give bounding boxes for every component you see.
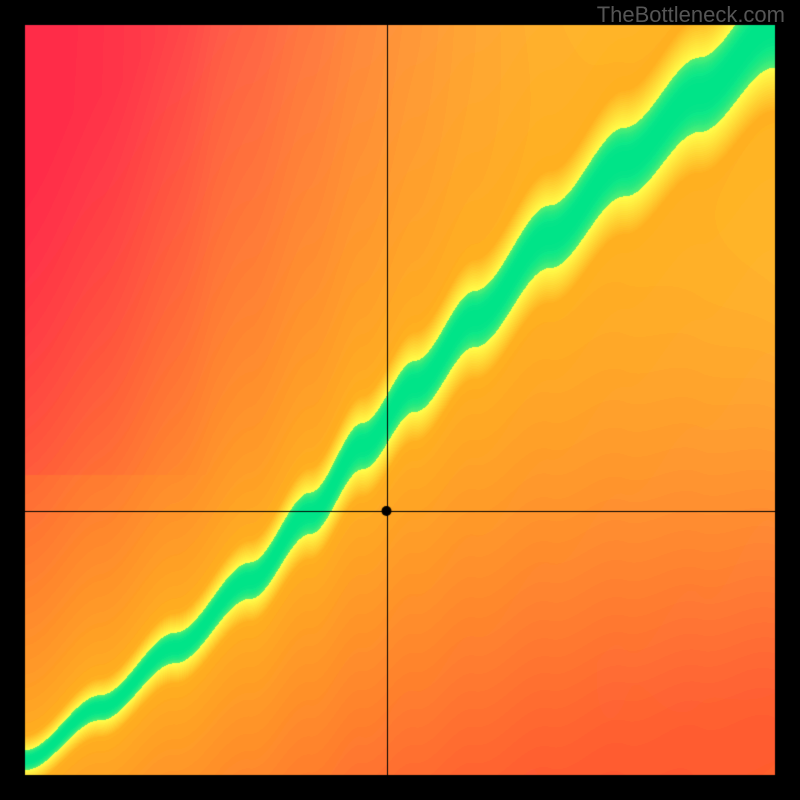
bottleneck-heatmap (0, 0, 800, 800)
watermark-text: TheBottleneck.com (597, 2, 785, 28)
